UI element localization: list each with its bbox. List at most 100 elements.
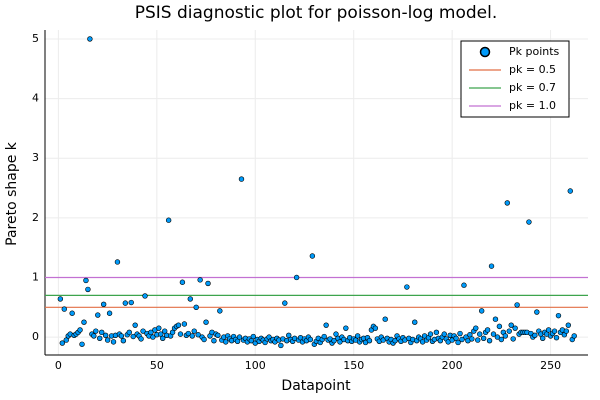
x-tick-label: 50 (150, 359, 164, 372)
data-point (106, 310, 113, 316)
data-point (201, 336, 207, 343)
data-point (555, 312, 562, 319)
data-point (366, 337, 373, 344)
data-point (526, 219, 532, 225)
data-point (571, 333, 577, 339)
data-point (59, 340, 66, 346)
data-point (553, 335, 560, 341)
legend-label: pk = 0.7 (509, 81, 556, 94)
chart-title: PSIS diagnostic plot for poisson-log mod… (135, 3, 498, 23)
data-point (160, 335, 166, 342)
data-point (175, 322, 182, 328)
data-point (455, 339, 461, 346)
legend: Pk points pk = 0.5 pk = 0.7 pk = 1.0 (460, 40, 570, 118)
data-point (79, 341, 85, 347)
data-point (83, 277, 89, 284)
data-point (307, 336, 314, 343)
data-point (185, 330, 192, 337)
data-point (551, 328, 558, 334)
data-point (140, 328, 146, 334)
data-point (475, 337, 481, 343)
data-point (282, 300, 288, 306)
data-point (132, 322, 138, 328)
data-point (236, 334, 243, 340)
x-tick-label: 250 (540, 359, 561, 372)
data-point (545, 327, 552, 333)
data-point (343, 325, 349, 331)
data-point (457, 330, 463, 337)
y-tick-label: 3 (32, 151, 39, 164)
data-point (293, 274, 300, 281)
legend-marker (479, 46, 491, 58)
data-point (211, 337, 217, 344)
x-tick-label: 100 (245, 359, 266, 372)
data-point (492, 316, 499, 322)
data-point (534, 309, 540, 315)
data-point (97, 335, 103, 342)
y-tick-label: 4 (32, 92, 39, 105)
data-point (114, 259, 121, 265)
data-point (138, 336, 144, 342)
data-point (490, 331, 497, 337)
data-point (496, 323, 503, 330)
legend-label: pk = 1.0 (509, 99, 556, 112)
data-point (179, 279, 186, 285)
data-point (191, 328, 197, 334)
data-point (91, 333, 97, 339)
x-axis-label: Datapoint (281, 378, 351, 394)
data-point (565, 322, 572, 328)
legend-box (460, 40, 570, 118)
data-point (104, 337, 111, 343)
data-point (372, 325, 379, 331)
data-point (69, 310, 75, 316)
data-point (99, 329, 105, 336)
data-point (177, 331, 184, 337)
data-point (323, 322, 329, 328)
data-point (87, 36, 93, 42)
data-point (156, 325, 162, 331)
data-point (130, 333, 136, 340)
legend-label: Pk points (509, 45, 560, 58)
data-point (95, 312, 101, 318)
data-point (441, 331, 447, 337)
data-point (508, 322, 514, 328)
data-point (498, 336, 505, 343)
data-point (469, 336, 475, 342)
x-tick-label: 150 (343, 359, 364, 372)
data-point (250, 333, 257, 340)
data-point (478, 308, 485, 314)
data-point (506, 328, 512, 334)
data-point (85, 286, 91, 293)
data-point (61, 306, 67, 312)
data-point (459, 336, 465, 343)
data-point (189, 333, 195, 339)
y-tick-label: 1 (32, 270, 39, 283)
data-point (278, 342, 284, 349)
data-point (512, 325, 518, 331)
data-point (81, 319, 87, 325)
data-point (150, 334, 156, 340)
data-point (412, 319, 418, 325)
data-point (128, 299, 134, 306)
data-point (404, 284, 410, 290)
data-point (514, 302, 520, 308)
data-point (540, 335, 546, 342)
data-point (110, 339, 117, 345)
data-point (567, 188, 573, 194)
y-tick-label: 5 (32, 32, 39, 45)
data-point (510, 336, 516, 342)
y-tick-label: 0 (32, 330, 39, 343)
data-point (181, 321, 188, 327)
data-point (120, 337, 127, 344)
data-point (477, 331, 483, 337)
data-point (494, 334, 501, 340)
data-point (197, 277, 203, 283)
data-point (321, 333, 327, 340)
data-point (102, 332, 109, 339)
data-point (193, 304, 199, 310)
data-point (488, 263, 495, 269)
data-point (93, 328, 99, 334)
data-point (484, 327, 491, 333)
data-point (122, 300, 129, 306)
